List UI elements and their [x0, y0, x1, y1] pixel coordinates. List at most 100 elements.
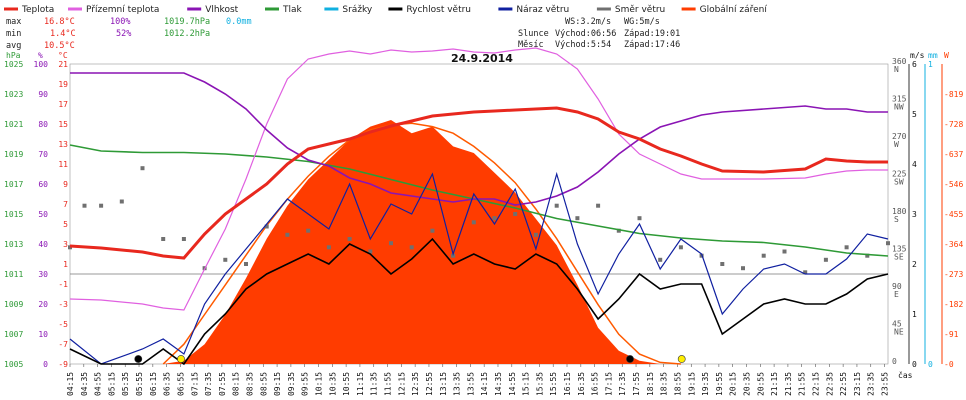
direction-tick-compass: N: [894, 65, 899, 74]
time-tick: 22:35: [825, 372, 834, 396]
time-tick: 09:35: [287, 372, 296, 396]
ground-temperature-line: [69, 47, 888, 311]
wind-direction-point: [616, 228, 621, 233]
legend-label-1: Přízemní teplota: [86, 5, 159, 15]
legend-label-0: Teplota: [21, 5, 54, 15]
time-tick: 18:55: [673, 372, 682, 396]
speed-tick: 4: [912, 160, 917, 169]
radiation-tick: -273: [944, 270, 963, 279]
legend-label-6: Náraz větru: [516, 5, 569, 15]
stats-max-pres: 1019.7hPa: [164, 17, 210, 27]
wind-direction-point: [658, 257, 663, 262]
time-tick: 21:55: [798, 372, 807, 396]
time-tick: 19:55: [715, 372, 724, 396]
wind-direction-point: [306, 228, 311, 233]
time-tick: 19:15: [687, 372, 696, 396]
time-tick: 06:35: [163, 372, 172, 396]
time-tick: 20:15: [729, 372, 738, 396]
pressure-tick: 1009: [4, 300, 23, 309]
legend-label-5: Rychlost větru: [406, 5, 471, 15]
time-tick: 05:55: [135, 372, 144, 396]
time-tick: 06:55: [176, 372, 185, 396]
time-tick: 14:55: [508, 372, 517, 396]
pressure-tick: 1019: [4, 150, 23, 159]
temperature-tick: 13: [58, 140, 68, 149]
legend-label-4: Srážky: [342, 5, 373, 15]
wind-direction-point: [223, 257, 228, 262]
info-sun-rise: Východ:06:56: [555, 29, 616, 39]
marker-sunset: [677, 355, 686, 363]
humidity-tick: 80: [38, 120, 48, 129]
time-tick: 23:55: [881, 372, 890, 396]
radiation-tick: -728: [944, 120, 963, 129]
speed-tick: 6: [912, 60, 917, 69]
wind-direction-point: [181, 237, 186, 241]
time-tick: 17:55: [632, 372, 641, 396]
temperature-tick: -1: [58, 280, 68, 289]
humidity-unit: %: [38, 51, 43, 60]
time-tick: 18:15: [646, 372, 655, 396]
pressure-tick: 1007: [4, 330, 23, 339]
temperature-tick: 15: [58, 120, 68, 129]
stats-min-pres: 1012.2hPa: [164, 29, 210, 39]
speed-tick: 3: [912, 210, 917, 219]
temperature-line: [69, 106, 888, 260]
radiation-tick: -91: [944, 330, 959, 339]
temperature-tick: -3: [58, 300, 68, 309]
time-axis-label: čas: [898, 370, 913, 380]
wind-direction-point: [886, 241, 890, 246]
wind-direction-point: [264, 224, 269, 229]
wind-direction-point: [637, 216, 642, 221]
time-tick: 08:35: [245, 372, 254, 396]
time-tick: 23:15: [853, 372, 862, 396]
radiation-clear-sky-line: [162, 122, 681, 365]
legend-label-2: Vlhkost: [205, 5, 238, 15]
humidity-tick: 100: [34, 60, 49, 69]
speed-tick: 1: [912, 310, 917, 319]
wind-direction-point: [554, 203, 559, 208]
wind-direction-point: [347, 237, 352, 241]
wind-direction-point: [865, 253, 870, 258]
pressure-tick: 1021: [4, 120, 23, 129]
info-moon-rise: Východ:5:54: [555, 40, 611, 50]
wind-direction-point: [782, 249, 787, 254]
stats-min-temp: 1.4°C: [50, 29, 76, 39]
info-moon-label: Měsíc: [518, 40, 544, 50]
wind-direction-point: [823, 257, 828, 262]
legend-label-7: Směr větru: [615, 5, 665, 15]
wind-direction-point: [720, 262, 725, 266]
time-tick: 18:35: [660, 372, 669, 396]
direction-tick: 45: [892, 320, 902, 329]
direction-tick-compass: W: [894, 140, 899, 149]
temperature-tick: -7: [58, 340, 68, 349]
time-tick: 04:55: [94, 372, 103, 396]
direction-tick-compass: SW: [894, 178, 904, 187]
pressure-tick: 1017: [4, 180, 23, 189]
info-moon-set: Západ:17:46: [624, 40, 680, 50]
pressure-unit: hPa: [6, 51, 21, 60]
plot-area: 1025102310211019101710151013101110091007…: [4, 47, 963, 396]
temperature-tick: -9: [58, 360, 68, 369]
pressure-tick: 1005: [4, 360, 23, 369]
wind-direction-point: [844, 245, 849, 250]
temperature-tick: 11: [58, 160, 68, 169]
direction-tick: 225: [892, 170, 907, 179]
marker-moonset: [626, 355, 634, 363]
wind-direction-point: [761, 253, 766, 258]
humidity-tick: 10: [38, 330, 48, 339]
time-tick: 12:55: [425, 372, 434, 396]
temperature-tick: 7: [63, 200, 68, 209]
temperature-tick: 19: [58, 80, 68, 89]
wind-direction-point: [471, 220, 476, 225]
radiation-unit: W: [944, 51, 949, 60]
wind-direction-point: [513, 212, 518, 216]
stats-max-hum: 100%: [110, 17, 130, 27]
stats-min-label: min: [6, 29, 21, 39]
time-tick: 21:15: [770, 372, 779, 396]
stats-block: max 16.8°C 100% 1019.7hPa 0.0mm min 1.4°…: [6, 17, 252, 51]
time-tick: 10:55: [342, 372, 351, 396]
humidity-tick: 90: [38, 90, 48, 99]
temperature-tick: 9: [63, 180, 68, 189]
